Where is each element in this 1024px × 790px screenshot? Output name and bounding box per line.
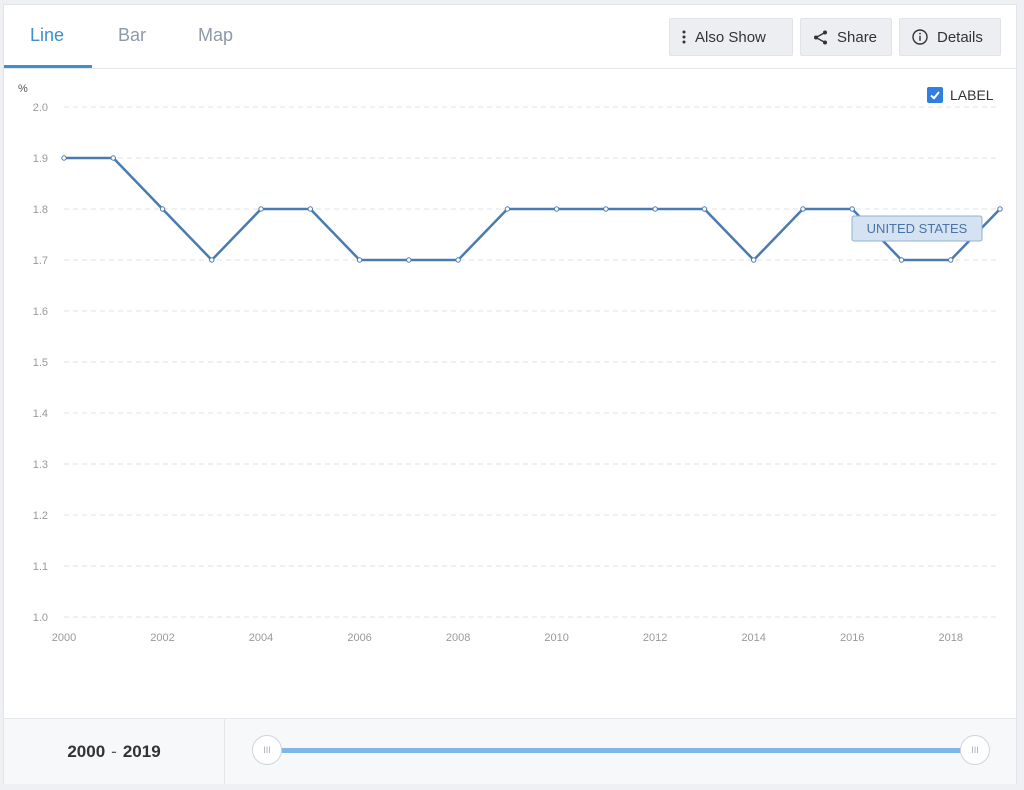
share-button[interactable]: Share: [800, 18, 892, 56]
data-point: [209, 257, 215, 263]
data-point: [61, 155, 67, 161]
y-tick-label: 1.2: [33, 510, 48, 522]
y-tick-label: 1.7: [33, 255, 48, 267]
data-point: [553, 206, 560, 212]
series-label-badge: [851, 215, 983, 242]
data-point: [159, 206, 166, 212]
data-point: [948, 257, 954, 263]
share-icon: [813, 30, 828, 45]
x-tick-label: 2016: [840, 632, 864, 644]
y-tick-label: 1.1: [33, 561, 48, 573]
range-separator: -: [111, 741, 117, 761]
label-toggle[interactable]: LABEL: [927, 87, 994, 103]
y-tick-label: 1.5: [33, 357, 48, 369]
tab-bar-chart[interactable]: Bar: [118, 25, 147, 45]
range-end: 2019: [122, 741, 161, 761]
data-point: [258, 206, 264, 212]
data-point: [603, 206, 609, 212]
details-label: Details: [937, 28, 983, 46]
details-button[interactable]: Details: [899, 18, 1001, 56]
x-tick-label: 2014: [741, 632, 765, 644]
range-footer: 2000 - 2019 III III: [4, 718, 1016, 784]
data-point: [356, 257, 363, 263]
x-tick-label: 2006: [347, 632, 371, 644]
x-tick-label: 2000: [52, 632, 76, 644]
x-tick-label: 2004: [249, 632, 273, 644]
share-label: Share: [837, 28, 878, 46]
range-slider-track[interactable]: [266, 748, 976, 753]
year-range: 2000 - 2019: [4, 719, 225, 784]
y-tick-label: 1.3: [33, 459, 48, 471]
x-tick-label: 2008: [446, 632, 470, 644]
data-point: [997, 206, 1003, 212]
y-tick-label: 1.4: [33, 408, 48, 420]
info-icon: [912, 29, 928, 45]
x-tick-label: 2010: [544, 632, 568, 644]
y-tick-label: 1.0: [33, 612, 48, 624]
y-axis-label: %: [18, 83, 28, 95]
y-tick-label: 1.9: [33, 153, 48, 165]
label-toggle-text: LABEL: [950, 87, 994, 103]
y-tick-label: 1.6: [33, 306, 48, 318]
y-tick-label: 2.0: [33, 102, 48, 114]
data-point: [750, 257, 757, 263]
data-point: [652, 206, 658, 212]
tab-map[interactable]: Map: [198, 25, 234, 45]
x-tick-label: 2018: [938, 632, 962, 644]
chart-card: Line Bar Map Also Show Share Details % 1.…: [3, 4, 1017, 784]
range-slider-start-handle[interactable]: III: [252, 735, 282, 765]
data-point: [406, 257, 412, 263]
active-tab-indicator: [4, 65, 92, 68]
y-tick-label: 1.8: [33, 204, 48, 216]
data-point: [455, 257, 461, 263]
data-point: [849, 206, 855, 212]
label-checkbox[interactable]: [927, 87, 943, 103]
data-point: [110, 155, 116, 161]
also-show-label: Also Show: [695, 28, 766, 46]
more-vertical-icon: [682, 30, 686, 44]
tab-line[interactable]: Line: [30, 25, 65, 45]
data-point: [800, 206, 806, 212]
range-start: 2000: [67, 741, 106, 761]
series-line: [64, 156, 1001, 262]
x-tick-label: 2012: [643, 632, 667, 644]
data-point: [701, 206, 708, 212]
series-label: UNITED STATES: [867, 221, 968, 236]
range-slider-end-handle[interactable]: III: [960, 735, 990, 765]
checkmark-icon: [930, 91, 940, 100]
tab-bar: Line Bar Map Also Show Share Details: [4, 5, 1016, 69]
data-point: [307, 206, 314, 212]
data-point: [504, 206, 511, 212]
data-point: [898, 257, 905, 263]
x-tick-label: 2002: [150, 632, 174, 644]
also-show-button[interactable]: Also Show: [669, 18, 793, 56]
line-chart: % 1.0 1.1 1.2 1.3 1.4 1.5 1.6 1.7 1.8 1.9 2.0 2000 20…: [18, 83, 1003, 644]
